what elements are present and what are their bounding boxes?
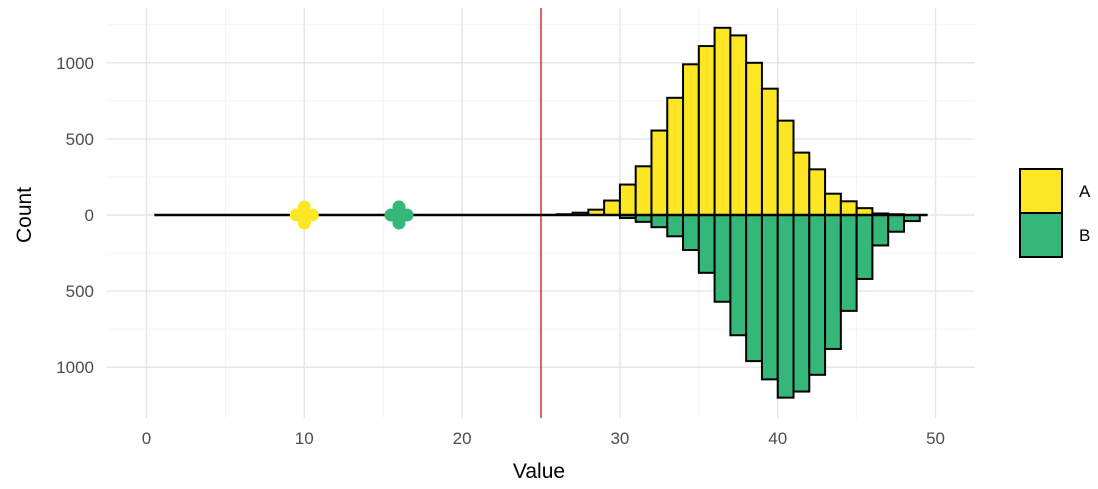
y-axis-title: Count — [13, 187, 36, 243]
bar-a — [808, 168, 827, 216]
bar-b — [760, 214, 779, 381]
x-tick-label: 40 — [768, 429, 787, 448]
bar-a — [839, 200, 858, 217]
bar-a — [824, 192, 842, 217]
bar-a — [666, 96, 685, 216]
bar-b — [666, 214, 685, 238]
bars — [555, 26, 921, 399]
x-tick-label: 0 — [142, 429, 151, 448]
bar-a — [618, 183, 637, 216]
bar-a — [634, 165, 653, 217]
legend-label-b: B — [1079, 226, 1090, 245]
bar-b — [824, 214, 842, 350]
bar-a — [776, 119, 795, 216]
bar-a — [697, 45, 716, 216]
bar-b — [745, 214, 763, 363]
bar-a — [729, 34, 748, 216]
legend-key-b — [1019, 212, 1063, 258]
bar-a — [792, 151, 811, 217]
bar-a — [603, 199, 621, 216]
y-tick-label: 500 — [66, 282, 94, 301]
bar-a — [713, 26, 732, 216]
legend-label-a: A — [1079, 182, 1091, 201]
bar-b — [855, 214, 874, 280]
y-tick-label: 1000 — [56, 54, 94, 73]
bar-b — [729, 214, 748, 337]
bar-b — [887, 214, 905, 233]
bar-b — [697, 214, 716, 274]
point-marker-a — [289, 200, 319, 230]
bar-b — [808, 214, 827, 376]
x-tick-label: 50 — [926, 429, 945, 448]
x-tick-label: 10 — [295, 429, 314, 448]
x-axis-title: Value — [513, 460, 565, 483]
x-tick-label: 30 — [610, 429, 629, 448]
bar-b — [871, 214, 890, 247]
y-tick-label: 1000 — [56, 358, 94, 377]
bar-a — [745, 61, 763, 216]
y-tick-label: 500 — [66, 130, 94, 149]
legend-key-a — [1019, 168, 1063, 214]
bar-b — [650, 214, 669, 229]
bar-b — [682, 214, 700, 252]
bar-b — [713, 214, 732, 303]
point-lobe — [297, 208, 311, 222]
point-lobe — [392, 208, 406, 222]
overlay — [154, 8, 928, 418]
legend: AB — [1019, 168, 1091, 258]
y-tick-label: 0 — [85, 206, 94, 225]
point-marker-b — [384, 200, 414, 230]
x-tick-label: 20 — [453, 429, 472, 448]
bar-a — [760, 87, 779, 216]
bar-b — [839, 214, 858, 312]
bar-b — [792, 214, 811, 393]
bar-a — [682, 63, 700, 216]
bar-a — [650, 129, 669, 217]
bar-b — [776, 214, 795, 399]
